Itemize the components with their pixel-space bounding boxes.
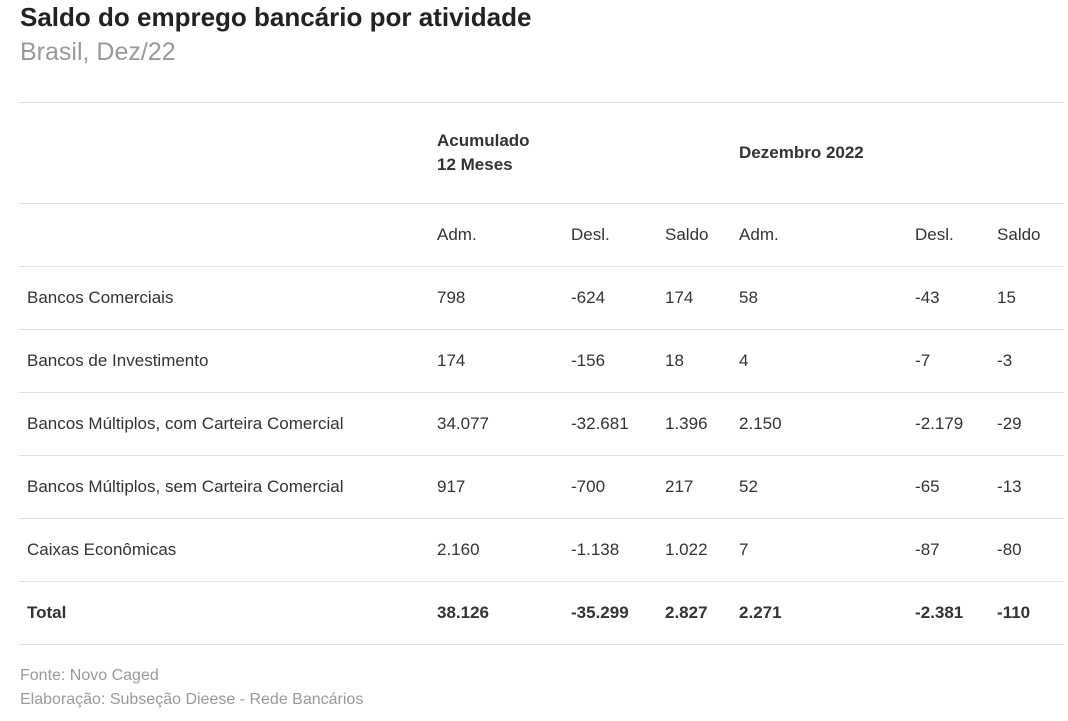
table-cell: 2.271 (739, 581, 916, 645)
table-cell: 18 (665, 329, 740, 393)
table-cell: -65 (915, 455, 998, 519)
table-cell: -87 (915, 518, 998, 582)
row-label: Bancos Múltiplos, com Carteira Comercial (19, 392, 437, 456)
row-label: Bancos Comerciais (19, 266, 437, 330)
table-cell: 2.160 (437, 518, 571, 582)
table-body: Acumulado 12 Meses Dezembro 2022 Adm. Des… (19, 102, 1066, 645)
table-cell: -624 (571, 266, 665, 330)
table-cell: 1.396 (665, 392, 740, 456)
source-note: Fonte: Novo Caged (20, 667, 159, 684)
table-row: Bancos Comerciais 798 -624 174 58 -43 15 (19, 266, 1066, 330)
row-label: Bancos de Investimento (19, 329, 437, 393)
table-cell: 174 (437, 329, 571, 393)
total-row: Total 38.126 -35.299 2.827 2.271 -2.381 -110 (19, 581, 1066, 645)
table-cell: -29 (997, 392, 1066, 456)
table-cell: 15 (997, 266, 1066, 330)
table-cell: -700 (571, 455, 665, 519)
table-cell: 798 (437, 266, 571, 330)
row-label: Caixas Econômicas (19, 518, 437, 582)
column-header: Desl. (915, 203, 998, 267)
table-cell: -1.138 (571, 518, 665, 582)
table-cell: -13 (997, 455, 1066, 519)
group-header-december: Dezembro 2022 (739, 102, 1066, 204)
chart-title: Saldo do emprego bancário por atividade (20, 2, 532, 32)
group-header-accumulated: Acumulado 12 Meses (437, 102, 740, 204)
table-cell: -2.179 (915, 392, 998, 456)
credit-note: Elaboração: Subseção Dieese - Rede Bancá… (20, 691, 364, 708)
table-cell: 4 (739, 329, 916, 393)
table-cell: -35.299 (571, 581, 665, 645)
table-cell: 58 (739, 266, 916, 330)
table-row: Bancos Múltiplos, com Carteira Comercial… (19, 392, 1066, 456)
table-cell: 917 (437, 455, 571, 519)
table-cell: -2.381 (915, 581, 998, 645)
empty-header-cell (19, 102, 437, 204)
table-cell: -156 (571, 329, 665, 393)
column-header: Saldo (665, 203, 740, 267)
table-cell: 2.150 (739, 392, 916, 456)
table-cell: 7 (739, 518, 916, 582)
table-cell: -32.681 (571, 392, 665, 456)
table-cell: 34.077 (437, 392, 571, 456)
column-header: Desl. (571, 203, 665, 267)
table-cell: -43 (915, 266, 998, 330)
group-header-row: Acumulado 12 Meses Dezembro 2022 (19, 102, 1066, 204)
table-cell: 2.827 (665, 581, 740, 645)
chart-subtitle: Brasil, Dez/22 (20, 38, 176, 66)
data-table: Acumulado 12 Meses Dezembro 2022 Adm. Des… (19, 102, 1066, 645)
row-label: Total (19, 581, 437, 645)
column-header-row: Adm. Desl. Saldo Adm. Desl. Saldo (19, 203, 1066, 267)
table-cell: -110 (997, 581, 1066, 645)
table-cell: 38.126 (437, 581, 571, 645)
column-header: Adm. (739, 203, 916, 267)
column-header: Adm. (437, 203, 571, 267)
table-row: Bancos de Investimento 174 -156 18 4 -7 -3 (19, 329, 1066, 393)
table-row: Bancos Múltiplos, sem Carteira Comercial… (19, 455, 1066, 519)
table-cell: -3 (997, 329, 1066, 393)
table-row: Caixas Econômicas 2.160 -1.138 1.022 7 -87 -80 (19, 518, 1066, 582)
row-label: Bancos Múltiplos, sem Carteira Comercial (19, 455, 437, 519)
table-cell: -80 (997, 518, 1066, 582)
table-cell: -7 (915, 329, 998, 393)
column-header: Saldo (997, 203, 1066, 267)
empty-header-cell (19, 203, 437, 267)
table-cell: 52 (739, 455, 916, 519)
table-cell: 217 (665, 455, 740, 519)
table-cell: 174 (665, 266, 740, 330)
table-cell: 1.022 (665, 518, 740, 582)
